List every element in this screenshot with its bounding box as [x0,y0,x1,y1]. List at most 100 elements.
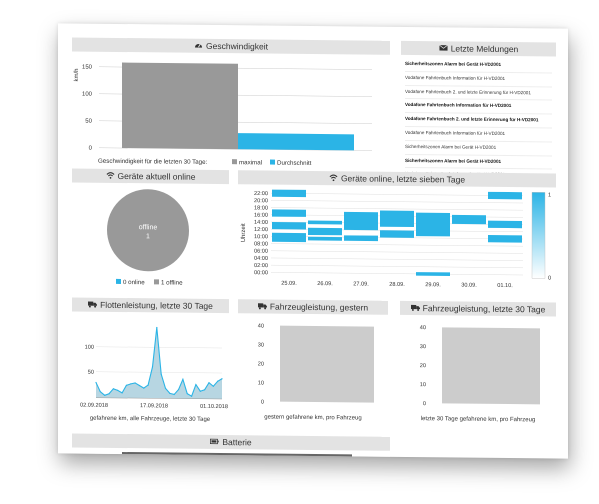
fleet-area-fill [96,327,222,400]
message-item[interactable]: Vodafone Fahrtenbuch Information für H-V… [405,71,552,88]
week-xtick: 01.10. [497,283,513,289]
vehicle-yesterday-caption: gestern gefahrene km, pro Fahrzeug [264,414,361,421]
online-interval [344,211,378,231]
wifi-icon [329,173,338,182]
fleet-title: Flottenleistung, letzte 30 Tage [100,299,213,311]
fleet-line [95,327,223,398]
online-week-title: Geräte online, letzte sieben Tage [340,173,466,185]
online-interval [416,272,450,277]
fleet-point [108,393,110,395]
truck-icon [88,300,98,309]
legend-label-durchschnitt: Durchschnitt [277,160,312,167]
fleet-ytick: 100 [85,345,94,351]
vy-ytick: 0 [261,399,264,405]
fleet-point [212,385,214,387]
wifi-icon [106,171,115,180]
online-now-panel: Geräte aktuell online offline 1 0 online… [72,168,229,291]
vy-ytick: 20 [258,361,264,367]
fleet-point [195,383,197,386]
fleet-ytick: 50 [88,370,94,376]
online-interval [488,235,522,243]
message-item[interactable]: Sicherheitszonen Alarm bei Gerät H-VD200… [405,140,552,157]
envelope-icon [438,43,448,52]
online-week-panel-header: Geräte online, letzte sieben Tage [238,170,556,188]
vehicle-yesterday-panel: Fahrzeugleistung, gestern 40 30 20 10 0 … [238,299,388,429]
online-interval [272,221,306,230]
online-now-panel-header: Geräte aktuell online [72,168,229,185]
fleet-xtick: 02.09.2018 [80,403,108,409]
legend-label-maximal: maximal [239,159,262,166]
online-interval [272,209,306,217]
vy-ytick: 30 [258,342,264,348]
vehicle-yesterday-panel-header: Fahrzeugleistung, gestern [238,299,388,315]
dashboard: Geschwindigkeit 150 100 50 0 km/h Geschw… [58,23,568,459]
v30-ytick: 30 [420,344,426,350]
battery-panel-header: Batterie [72,433,390,451]
message-item[interactable]: Vodafone Fahrtenbuch 2. und letzte Erinn… [405,113,552,129]
color-scale-max: 1 [548,192,551,198]
vehicle-yesterday-bar [280,325,374,403]
week-ytick: 16:00 [254,213,268,219]
message-item[interactable]: Vodafone Fahrtenbuch Information für H-V… [405,99,552,115]
fleet-chart: 100 50 02.09.2018 17.09.2018 01.10.2018 … [80,326,228,423]
color-scale-bar [531,192,546,279]
vehicle-30-panel: Fahrzeugleistung, letzte 30 Tage 40 30 2… [400,300,556,431]
battery-panel: Batterie [72,433,390,458]
legend-swatch-durchschnitt [270,159,275,165]
week-ytick: 00:00 [254,270,268,276]
v30-ytick: 40 [420,325,426,331]
online-interval [272,189,306,198]
color-scale-min: 0 [548,275,551,281]
fleet-point [117,389,119,391]
online-interval [452,214,486,225]
pie-value: 1 [146,233,150,240]
speed-ytick: 50 [85,119,92,125]
week-xtick: 29.09. [425,282,441,288]
online-interval [488,220,522,229]
fleet-point [125,384,128,386]
fleet-xtick: 17.09.2018 [140,403,168,409]
fleet-point [99,391,101,393]
vehicle-30-chart: 40 30 20 10 0 letzte 30 Tage gefahrene k… [420,325,540,423]
message-item[interactable]: Sicherheitszonen Alarm bei Gerät H-VD200… [405,154,552,170]
speed-bar-maximal [122,62,238,150]
fleet-point [221,378,223,380]
message-item[interactable]: Sicherheitszonen Alarm bei Gerät H-VD200… [405,57,552,74]
fleet-point [186,393,188,395]
week-ytick: 12:00 [254,227,268,233]
fleet-point [112,388,114,390]
speed-ytick: 150 [82,65,93,71]
fleet-point [95,381,97,384]
online-interval [272,232,306,243]
online-interval [380,210,414,228]
fleet-point [169,392,171,395]
fleet-point [138,384,141,387]
pie-label: offline [139,224,158,231]
fleet-point [121,392,123,394]
fleet-point [182,378,184,380]
messages-panel: Letzte Meldungen Sicherheitszonen Alarm … [401,40,556,184]
week-ytick: 06:00 [254,249,268,255]
messages-panel-header: Letzte Meldungen [401,40,556,57]
message-item[interactable]: Vodafone Fahrtenbuch 2. und letzte Erinn… [405,85,552,101]
fleet-point [164,387,167,389]
fleet-point [177,388,180,391]
online-interval [308,236,342,241]
truck-icon [410,303,420,312]
online-week-ylabel: Uhrzeit [241,223,247,242]
message-item[interactable]: Vodafone Fahrtenbuch Information für H-V… [405,126,552,143]
online-week-panel: Geräte online, letzte sieben Tage 22:00 2… [238,170,556,294]
vy-ytick: 40 [258,323,264,329]
online-interval [380,230,414,238]
battery-icon [210,437,220,446]
vehicle-30-caption: letzte 30 Tage gefahrene km, pro Fahrzeu… [421,416,536,423]
truck-icon [257,301,267,310]
speed-title: Geschwindigkeit [206,40,268,52]
speed-ytick: 100 [82,92,93,98]
online-interval [344,235,378,242]
vehicle-30-panel-header: Fahrzeugleistung, letzte 30 Tage [400,300,556,317]
fleet-point [173,393,175,396]
week-ytick: 14:00 [254,220,268,226]
v30-ytick: 0 [423,401,426,407]
